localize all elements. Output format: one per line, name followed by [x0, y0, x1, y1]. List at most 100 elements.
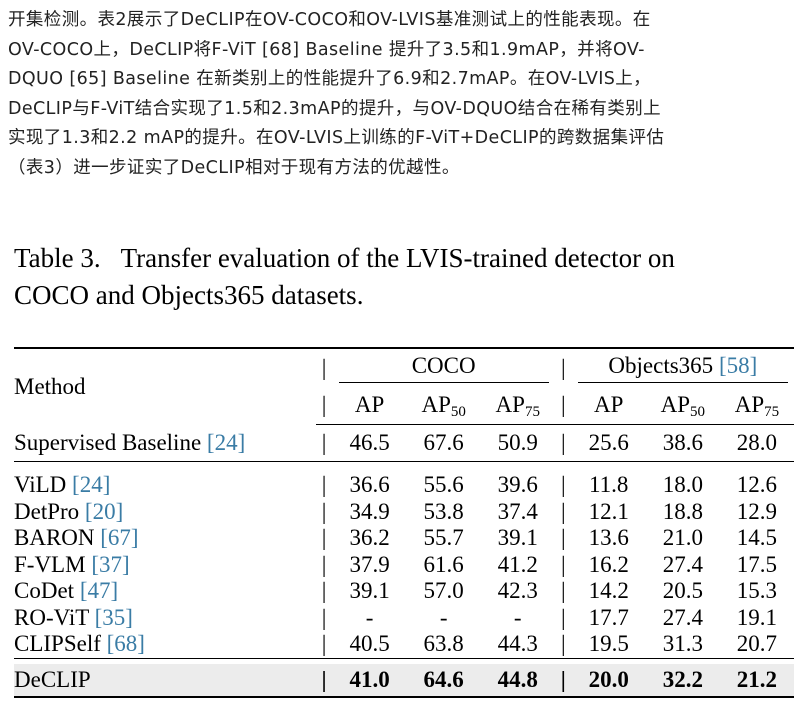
table-row: RO-ViT [35] | - - - | 17.7 27.4 19.1: [14, 605, 794, 632]
table-cell: 21.2: [719, 663, 794, 698]
group-header-coco: COCO: [332, 347, 555, 386]
caption-label: Table 3.: [14, 243, 101, 273]
column-separator: |: [554, 663, 572, 698]
method-name: RO-ViT [35]: [14, 604, 133, 630]
table-cell: 36.2: [349, 525, 390, 551]
table-row-supervised: Supervised Baseline [24] | 46.5 67.6 50.…: [14, 424, 794, 462]
table-cell: 39.6: [497, 472, 538, 498]
table-cell: 53.8: [423, 498, 464, 524]
table-cell: 16.2: [588, 551, 629, 577]
method-name: BARON [67]: [14, 525, 139, 551]
column-separator: |: [560, 472, 566, 498]
header-row-groups: Method | COCO | Objects365 [58]: [14, 347, 794, 425]
column-header: AP: [332, 386, 407, 425]
table-row: DetPro [20] | 34.9 53.8 37.4 | 12.1 18.8 12.9: [14, 499, 794, 526]
method-name: CoDet [47]: [14, 578, 119, 604]
paragraph-line: DQUO [65] Baseline 在新类别上的性能提升了6.9和2.7mAP…: [8, 69, 652, 89]
transfer-results-table: Method | COCO | Objects365 [58] | AP AP5…: [14, 347, 794, 698]
column-header: AP75: [719, 386, 794, 425]
table-cell: 14.2: [588, 578, 629, 604]
table-cell: 20.7: [719, 631, 794, 659]
table-cell: 25.6: [571, 424, 646, 462]
group-header-objects365: Objects365 [58]: [571, 347, 794, 386]
table-cell: 32.2: [645, 663, 720, 698]
table-cell: 44.3: [480, 631, 555, 659]
method-rows: ViLD [24] | 36.6 55.6 39.6 | 11.8 18.0 12.6 DetPr…: [14, 472, 794, 659]
table-cell: 20.0: [571, 663, 646, 698]
table-cell: 11.8: [589, 472, 629, 498]
table-cell: 50.9: [480, 424, 555, 462]
table-cell: 19.1: [736, 604, 778, 630]
column-separator: |: [560, 525, 566, 551]
method-name: DetPro [20]: [14, 498, 124, 524]
column-header: AP50: [406, 386, 481, 425]
table-cell: 12.9: [736, 498, 778, 524]
table-cell: 57.0: [423, 578, 464, 604]
table-cell: 55.7: [423, 525, 464, 551]
column-separator: |: [554, 631, 572, 659]
column-separator: |: [321, 604, 327, 630]
table-cell: 34.9: [349, 498, 390, 524]
method-name: Supervised Baseline [24]: [14, 424, 316, 462]
column-separator: |: [315, 631, 333, 659]
table-cell: 17.7: [588, 604, 629, 630]
table-cell: -: [365, 604, 374, 630]
table-cell: 38.6: [645, 424, 720, 462]
column-separator: |: [315, 386, 333, 425]
table-row: BARON [67] | 36.2 55.7 39.1 | 13.6 21.0 14.5: [14, 525, 794, 552]
table-cell: 40.5: [332, 631, 407, 659]
table-cell: 12.1: [588, 498, 629, 524]
table-cell: 18.8: [662, 498, 703, 524]
table-cell: 36.6: [349, 472, 390, 498]
column-separator: |: [554, 347, 572, 386]
table-row: F-VLM [37] | 37.9 61.6 41.2 | 16.2 27.4 17.5: [14, 552, 794, 579]
column-separator: |: [560, 578, 566, 604]
table-cell: 37.4: [497, 498, 538, 524]
table-row: ViLD [24] | 36.6 55.6 39.6 | 11.8 18.0 12.6: [14, 472, 794, 499]
table-cell: 42.3: [497, 578, 538, 604]
caption-line-1: Table 3. Transfer evaluation of the LVIS-…: [14, 240, 800, 277]
table-cell: 19.5: [571, 631, 646, 659]
caption-text-1: Transfer evaluation of the LVIS-trained …: [120, 243, 675, 273]
table-cell: 27.4: [662, 551, 703, 577]
paragraph-line: OV-COCO上，DeCLIP将F-ViT [68] Baseline 提升了3…: [8, 39, 645, 60]
paragraph-line: 开集检测。表2展示了DeCLIP在OV-COCO和OV-LVIS基准测试上的性能…: [8, 10, 651, 30]
chinese-paragraph: 开集检测。表2展示了DeCLIP在OV-COCO和OV-LVIS基准测试上的性能…: [8, 6, 800, 183]
table-cell: 44.8: [480, 663, 555, 698]
table-caption: Table 3. Transfer evaluation of the LVIS-…: [14, 240, 800, 314]
table-cell: 63.8: [406, 631, 481, 659]
table-cell: 55.6: [423, 472, 464, 498]
column-separator: |: [321, 551, 327, 577]
table-cell: 39.1: [497, 525, 538, 551]
column-separator: |: [315, 663, 333, 698]
column-header: AP75: [480, 386, 555, 425]
column-header: AP50: [645, 386, 720, 425]
table-cell: 13.6: [588, 525, 629, 551]
method-name: F-VLM [37]: [14, 551, 130, 577]
table-cell: 27.4: [662, 604, 703, 630]
method-name: CLIPSelf [68]: [14, 631, 316, 659]
column-separator: |: [560, 604, 566, 630]
column-separator: |: [560, 498, 566, 524]
table-cell: 64.6: [406, 663, 481, 698]
column-separator: |: [321, 525, 327, 551]
table-row: CLIPSelf [68] | 40.5 63.8 44.3 | 19.5 31.3 20.7: [14, 631, 794, 659]
table-cell: 21.0: [662, 525, 703, 551]
table-cell: 31.3: [645, 631, 720, 659]
table-cell: 41.2: [497, 551, 538, 577]
table-cell: 37.9: [349, 551, 390, 577]
table-cell: 41.0: [332, 663, 407, 698]
caption-text-2: COCO and Objects365 datasets.: [14, 280, 364, 310]
column-separator: |: [315, 347, 333, 386]
column-header: AP: [571, 386, 646, 425]
column-separator: |: [321, 498, 327, 524]
method-name: DeCLIP: [14, 663, 316, 698]
paragraph-line: 实现了1.3和2.2 mAP的提升。在OV-LVIS上训练的F-ViT+DeCL…: [8, 128, 665, 148]
table-cell: -: [439, 604, 448, 630]
table-cell: 20.5: [662, 578, 703, 604]
table-cell: 39.1: [349, 578, 390, 604]
table-cell: 14.5: [736, 525, 778, 551]
column-separator: |: [560, 551, 566, 577]
table-cell: 17.5: [736, 551, 778, 577]
method-header: Method: [14, 347, 316, 425]
